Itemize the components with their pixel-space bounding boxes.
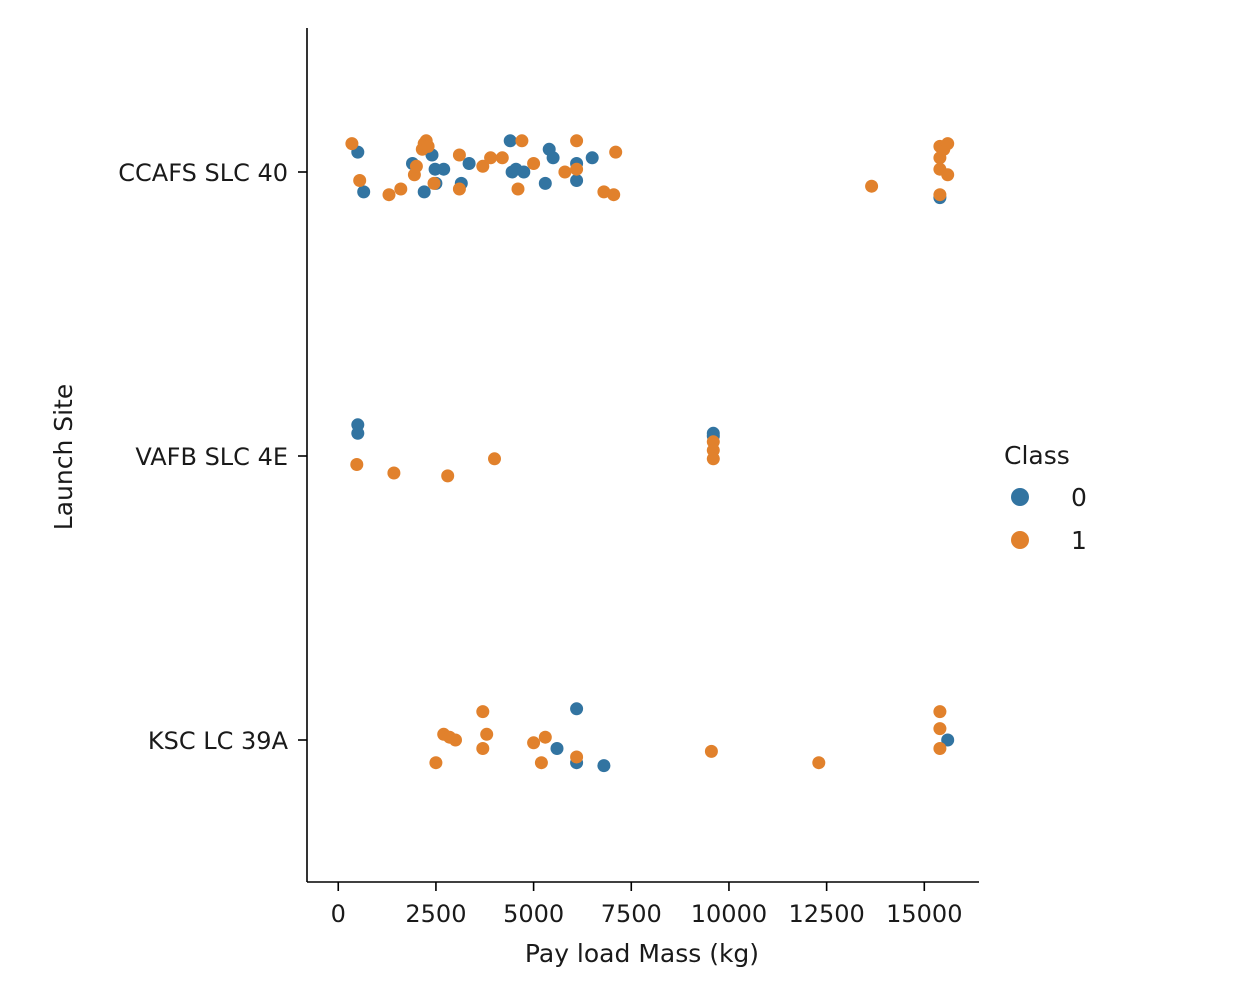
- x-axis-label: Pay load Mass (kg): [525, 939, 759, 968]
- data-point-class-1: [570, 750, 584, 764]
- data-point-class-1: [865, 179, 879, 193]
- data-point-class-1: [941, 137, 955, 151]
- data-point-class-1: [353, 174, 367, 187]
- data-point-class-0: [585, 151, 599, 165]
- data-point-class-0: [597, 759, 611, 773]
- data-point-class-1: [607, 188, 621, 202]
- data-point-class-1: [527, 157, 541, 170]
- data-point-class-1: [570, 134, 584, 148]
- x-tick-label: 2500: [405, 900, 466, 928]
- data-point-class-1: [452, 148, 466, 162]
- data-point-class-1: [387, 466, 401, 480]
- x-tick-label: 12500: [788, 900, 864, 928]
- data-point-class-1: [427, 176, 441, 190]
- legend-label-class-0: 0: [1071, 483, 1087, 512]
- data-point-class-1: [511, 182, 525, 196]
- data-point-class-1: [704, 744, 718, 758]
- data-point-class-0: [538, 176, 552, 190]
- axes: [306, 28, 979, 883]
- data-point-class-1: [933, 742, 947, 755]
- legend-marker-class-1: [1011, 531, 1029, 549]
- data-point-class-1: [597, 185, 611, 199]
- data-point-class-1: [534, 756, 548, 770]
- data-point-class-1: [933, 188, 947, 202]
- data-point-class-0: [357, 185, 371, 199]
- data-point-class-1: [409, 159, 423, 173]
- data-point-class-1: [394, 182, 408, 196]
- x-tick-label: 10000: [691, 900, 767, 928]
- data-point-class-1: [495, 151, 509, 165]
- data-point-class-1: [558, 165, 572, 179]
- data-point-class-1: [941, 168, 955, 182]
- data-point-class-1: [476, 159, 490, 173]
- data-point-class-1: [441, 469, 455, 483]
- data-point-class-1: [476, 742, 490, 755]
- legend-marker-class-0: [1011, 488, 1029, 506]
- data-point-class-1: [452, 182, 466, 196]
- x-tick-label: 15000: [886, 900, 962, 928]
- data-point-class-1: [449, 733, 462, 747]
- data-point-class-1: [609, 145, 623, 159]
- data-point-class-0: [462, 157, 476, 170]
- data-point-class-0: [417, 185, 431, 199]
- y-tick-label: KSC LC 39A: [148, 727, 289, 755]
- y-tick-label: CCAFS SLC 40: [118, 159, 288, 187]
- data-point-class-1: [484, 151, 498, 165]
- data-point-class-1: [488, 452, 501, 466]
- data-points: [345, 134, 955, 773]
- data-point-class-0: [517, 165, 531, 179]
- data-point-class-1: [933, 705, 947, 719]
- data-point-class-1: [345, 137, 359, 151]
- data-point-class-1: [515, 134, 529, 148]
- data-point-class-1: [382, 188, 396, 202]
- x-ticks: 0 2500 5000 7500 10000 12500 15000: [331, 882, 962, 928]
- data-point-class-1: [429, 756, 443, 770]
- data-point-class-0: [941, 733, 955, 747]
- data-point-class-1: [570, 162, 584, 176]
- data-point-class-1: [933, 722, 947, 736]
- data-point-class-1: [350, 458, 364, 471]
- data-point-class-1: [538, 730, 552, 744]
- data-point-class-1: [706, 452, 720, 466]
- legend-label-class-1: 1: [1071, 526, 1087, 555]
- y-tick-label: VAFB SLC 4E: [135, 443, 288, 471]
- data-point-class-1: [476, 705, 490, 719]
- legend: Class 0 1: [1004, 441, 1087, 555]
- x-tick-label: 5000: [503, 900, 564, 928]
- x-tick-label: 0: [331, 900, 346, 928]
- y-axis-label: Launch Site: [49, 384, 78, 530]
- data-point-class-1: [480, 727, 494, 741]
- data-point-class-0: [550, 742, 564, 755]
- legend-title: Class: [1004, 441, 1070, 470]
- data-point-class-0: [546, 151, 560, 165]
- data-point-class-0: [503, 134, 517, 148]
- data-point-class-0: [437, 162, 451, 176]
- data-point-class-1: [527, 736, 541, 750]
- data-point-class-1: [812, 756, 826, 770]
- data-point-class-0: [351, 426, 365, 440]
- x-tick-label: 7500: [601, 900, 662, 928]
- y-ticks: CCAFS SLC 40 VAFB SLC 4E KSC LC 39A: [118, 159, 307, 755]
- data-point-class-0: [570, 702, 584, 716]
- data-point-class-1: [421, 139, 435, 153]
- data-point-class-0: [570, 174, 584, 187]
